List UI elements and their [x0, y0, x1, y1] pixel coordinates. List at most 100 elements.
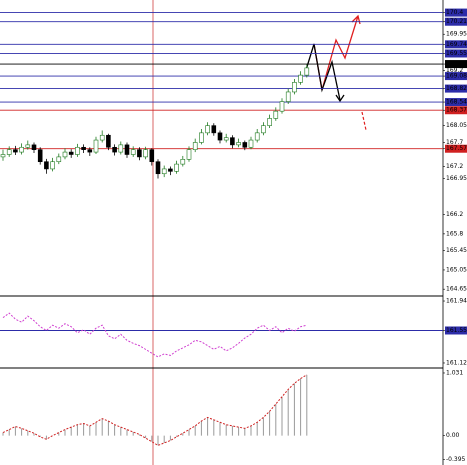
y-tick-label: 165.05 [446, 266, 467, 273]
histogram-bar [176, 435, 178, 437]
histogram-bar [107, 421, 109, 436]
tick-box [445, 84, 467, 93]
y-tick-label: 167.57 [446, 145, 467, 152]
candle-body [168, 168, 173, 172]
histogram-bar [151, 435, 153, 442]
histogram-bar [8, 429, 10, 436]
y-tick-label: 1.031 [446, 369, 463, 376]
histogram-bar [138, 434, 140, 436]
candle-body [106, 134, 111, 148]
candle-body [292, 82, 297, 93]
candle-body [37, 149, 43, 163]
candle-body [217, 132, 223, 141]
histogram-bar [64, 429, 66, 436]
y-tick-label: 168.05 [446, 122, 467, 129]
arrow-head [335, 94, 345, 103]
histogram-bar [293, 383, 295, 436]
y-tick-label: 168.82 [446, 85, 467, 92]
candle-body [31, 144, 37, 150]
histogram-bar [114, 424, 116, 436]
candle-body [130, 149, 136, 155]
histogram-bar [145, 435, 147, 439]
candle-body [267, 118, 272, 126]
candle-body [180, 159, 186, 165]
histogram-bar [58, 432, 60, 436]
y-tick-label: 168.54 [446, 99, 467, 106]
histogram-bar [200, 421, 202, 436]
histogram-bar [269, 411, 271, 436]
candle-body [149, 149, 155, 163]
histogram-bar [14, 426, 16, 436]
candle-body [13, 149, 18, 153]
candle-body [211, 125, 217, 134]
y-tick-label: 166.95 [446, 175, 467, 182]
candle-body [25, 144, 31, 148]
candle-body [137, 149, 142, 158]
histogram-bar [169, 435, 171, 441]
candle-body [62, 151, 68, 158]
y-tick-label: -0.395 [446, 456, 466, 463]
histogram-bar [21, 428, 23, 436]
y-tick-label: 166.2 [446, 211, 463, 218]
y-tick-label: 169.55 [446, 50, 467, 57]
candle-body [75, 146, 80, 155]
histogram-bar [194, 425, 196, 436]
candle-body [186, 149, 192, 160]
tick-box [445, 49, 467, 58]
histogram-bar [182, 433, 184, 436]
y-tick-label: 169.74 [446, 41, 467, 48]
oscillator-line [2, 312, 307, 358]
y-tick-label: 161.12 [446, 359, 467, 366]
candle-body [161, 168, 167, 175]
histogram-bar [262, 417, 264, 436]
tick-box [445, 72, 467, 81]
candle-body [81, 146, 86, 150]
candle-body [261, 125, 266, 134]
candle-body [230, 137, 235, 146]
histogram-bar [157, 435, 159, 446]
tick-box [445, 326, 467, 335]
histogram-bar [45, 435, 47, 440]
candle-body [205, 125, 210, 134]
histogram-bar [2, 432, 4, 436]
y-tick-label: 169.33 [446, 61, 467, 68]
y-tick-label: 0.00 [446, 432, 460, 439]
histogram-bar [120, 427, 122, 436]
histogram-bar [275, 404, 277, 436]
histogram-bar [126, 429, 128, 436]
y-tick-label: 161.55 [446, 327, 467, 334]
candle-body [174, 163, 179, 172]
candle-body [0, 154, 6, 158]
y-tick-label: 161.94 [446, 298, 467, 305]
candle-body [50, 161, 55, 170]
histogram-bar [132, 432, 134, 436]
forecast-arrow-small [361, 111, 367, 131]
candle-body [298, 74, 303, 83]
histogram-bar [231, 425, 233, 436]
y-tick-label: 167.7 [446, 139, 463, 146]
candle-body [223, 137, 229, 141]
histogram-bar [188, 429, 190, 436]
candle-body [304, 67, 310, 76]
histogram-bar [39, 435, 41, 437]
histogram-bar [89, 425, 91, 436]
y-tick-label: 165.8 [446, 230, 463, 237]
y-tick-label: 165.45 [446, 247, 467, 254]
y-tick-label: 169.08 [446, 73, 467, 80]
histogram-bar [287, 389, 289, 436]
candle-body [124, 144, 130, 155]
tick-box [445, 106, 467, 115]
tick-box [445, 17, 467, 26]
y-tick-label: 169.95 [446, 31, 467, 38]
candle-body [56, 156, 62, 163]
histogram-bar [27, 430, 29, 436]
candle-body [242, 142, 248, 148]
candle-body [273, 110, 279, 119]
candle-body [112, 146, 117, 153]
y-tick-label: 169.2 [446, 67, 463, 74]
candle-body [192, 142, 198, 150]
tick-box [445, 8, 467, 17]
tick-box [445, 144, 467, 153]
tick-box [445, 60, 467, 69]
candle-body [93, 139, 99, 153]
